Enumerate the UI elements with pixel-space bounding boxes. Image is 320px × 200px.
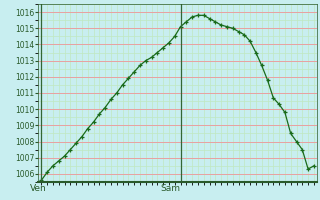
Text: Sam: Sam: [160, 184, 180, 193]
Text: Ven: Ven: [30, 184, 47, 193]
